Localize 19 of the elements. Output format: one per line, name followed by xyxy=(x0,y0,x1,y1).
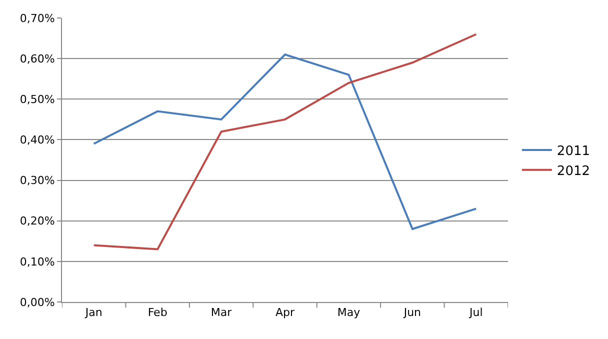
y-tick-label: 0,40% xyxy=(20,134,55,147)
x-tick-label: Jan xyxy=(84,306,102,320)
x-tick-label: May xyxy=(337,306,361,320)
y-tick-label: 0,00% xyxy=(20,296,55,309)
line-series xyxy=(92,33,478,250)
y-tick-label: 0,50% xyxy=(20,92,55,106)
y-tick-label: 0,30% xyxy=(20,174,55,188)
x-tick-label: Jun xyxy=(402,306,422,320)
x-tick-label: Apr xyxy=(275,306,295,320)
y-tick-label: 0,70% xyxy=(20,12,55,25)
x-tick-label: Jul xyxy=(468,306,483,320)
legend-label: 2012 xyxy=(556,164,590,179)
y-tick-label: 0,20% xyxy=(20,214,55,228)
legend-label: 2011 xyxy=(556,144,590,160)
x-tick-label: Mar xyxy=(210,306,232,320)
line-series xyxy=(92,54,478,230)
y-tick-label: 0,10% xyxy=(20,255,55,268)
x-tick-label: Feb xyxy=(148,306,168,320)
y-tick-label: 0,60% xyxy=(20,52,55,66)
